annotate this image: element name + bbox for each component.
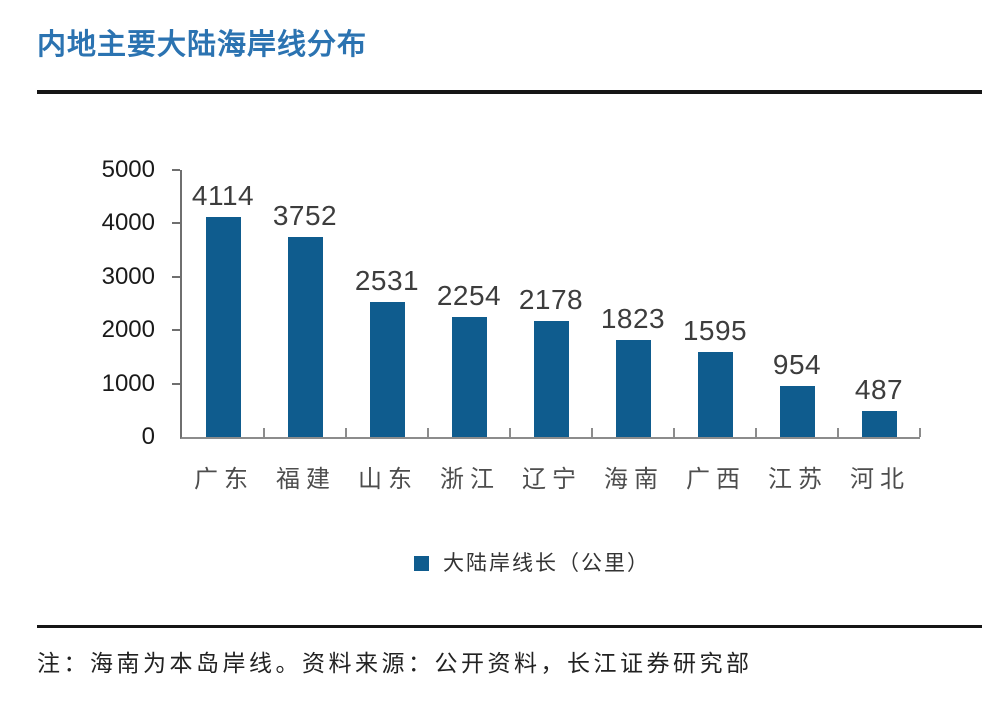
- bar-value-label: 4114: [191, 180, 255, 212]
- x-tick-mark: [509, 428, 511, 437]
- bar-广东: [205, 217, 241, 437]
- y-tick-mark: [172, 382, 180, 385]
- source-note: 注：海南为本岛岸线。资料来源：公开资料，长江证券研究部: [37, 650, 753, 676]
- y-tick-label: 1000: [101, 369, 155, 397]
- chart-legend: 大陆岸线长（公里）: [414, 551, 650, 575]
- x-tick-mark: [673, 428, 675, 437]
- footer-divider: [37, 625, 982, 628]
- y-tick-mark: [172, 169, 180, 171]
- category-label-广东: 广东: [194, 466, 254, 493]
- bar-广西: [697, 351, 733, 437]
- x-tick-mark: [919, 428, 921, 437]
- category-label-浙江: 浙江: [440, 466, 500, 493]
- y-axis: 0 1000 2000 3000 4000 5000: [55, 158, 180, 449]
- y-tick-mark: [172, 275, 180, 278]
- bar-河北: [861, 411, 897, 437]
- category-label-海南: 海南: [604, 466, 664, 493]
- bar-value-label: 1595: [682, 314, 748, 346]
- legend-series-label: 大陆岸线长（公里）: [443, 551, 650, 575]
- y-tick-mark: [172, 222, 180, 225]
- category-label-山东: 山东: [358, 466, 418, 493]
- x-tick-mark: [427, 428, 429, 437]
- legend-square-icon: [414, 555, 429, 571]
- bar-value-label: 2178: [518, 283, 584, 315]
- x-tick-mark: [345, 428, 347, 437]
- bar-山东: [369, 301, 405, 437]
- bar-value-label: 954: [772, 349, 822, 381]
- y-tick-mark: [172, 329, 180, 332]
- x-tick-mark: [755, 428, 757, 437]
- coastline-bar-chart-plot: 4114 3752 2531 2254 2178 1823 1595 954 487: [172, 169, 921, 439]
- title-divider: [37, 90, 982, 94]
- bar-辽宁: [533, 320, 569, 437]
- x-tick-mark: [837, 428, 839, 437]
- bar-海南: [615, 339, 651, 437]
- bar-value-label: 2254: [436, 279, 502, 311]
- bar-value-label: 1823: [600, 302, 666, 334]
- bar-浙江: [451, 316, 487, 437]
- bar-value-label: 2531: [354, 264, 420, 296]
- y-tick-label: 4000: [101, 209, 155, 237]
- x-tick-mark: [591, 428, 593, 437]
- page-title: 内地主要大陆海岸线分布: [37, 29, 368, 61]
- category-label-江苏: 江苏: [768, 466, 828, 493]
- bar-value-label: 3752: [272, 199, 338, 231]
- category-label-辽宁: 辽宁: [522, 466, 582, 493]
- bar-value-label: 487: [854, 374, 904, 405]
- y-tick-label: 3000: [101, 262, 155, 290]
- y-tick-label: 0: [141, 423, 155, 450]
- y-tick-label: 5000: [101, 156, 155, 183]
- category-label-广西: 广西: [686, 466, 746, 493]
- y-tick-label: 2000: [101, 316, 155, 344]
- category-label-福建: 福建: [276, 466, 336, 493]
- x-tick-mark: [263, 428, 265, 437]
- category-label-河北: 河北: [850, 466, 910, 493]
- bar-江苏: [779, 386, 815, 437]
- x-axis-labels: 广东 福建 山东 浙江 辽宁 海南 广西 江苏 河北: [180, 468, 918, 498]
- bar-福建: [287, 236, 323, 437]
